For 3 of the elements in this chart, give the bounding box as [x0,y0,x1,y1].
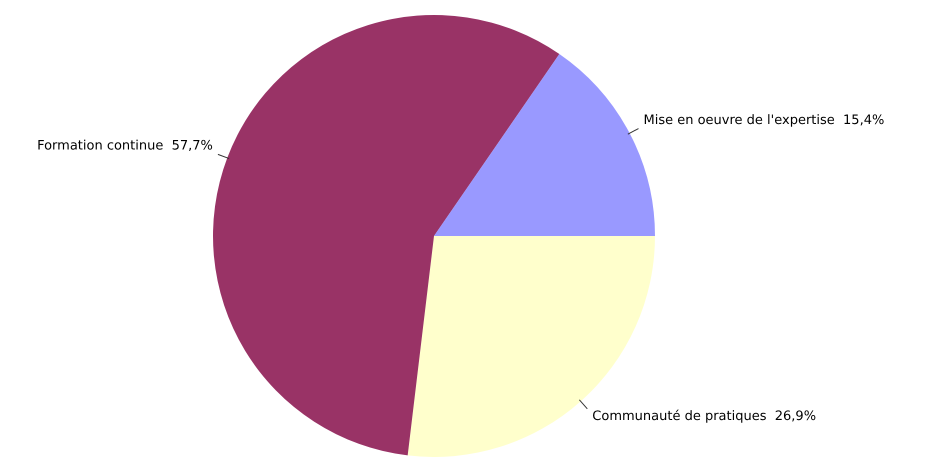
slice-label: Mise en oeuvre de l'expertise 15,4% [643,112,884,128]
slice-label: Communauté de pratiques 26,9% [592,409,816,424]
slice-label: Formation continue 57,7% [37,138,213,154]
